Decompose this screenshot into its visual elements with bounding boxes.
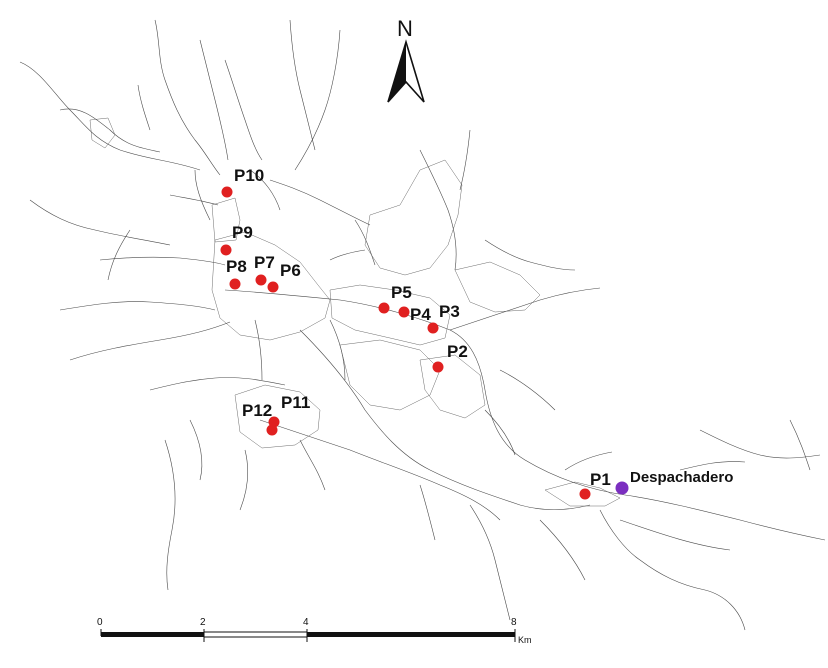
point-p5-marker [378, 302, 390, 314]
point-p12-marker [266, 424, 278, 436]
road-network [19, 19, 826, 631]
point-p9-label: P9 [232, 223, 253, 242]
scale-tick-4: 4 [303, 617, 309, 628]
point-p6-label: P6 [280, 261, 301, 280]
point-p10-marker [221, 186, 233, 198]
north-arrow-label: N [397, 16, 413, 41]
north-arrow: N [387, 16, 425, 103]
point-p4-marker [398, 306, 410, 318]
point-p7-label: P7 [254, 253, 275, 272]
scale-unit: Km [518, 635, 532, 645]
scale-tick-0: 0 [97, 617, 103, 628]
point-labels: P1 P2 P3 P4 P5 P6 P7 P8 P9 P10 P11 P12 D… [226, 166, 733, 489]
scale-bar-segment-3 [307, 632, 515, 637]
point-p11-label: P11 [281, 393, 310, 412]
point-p12-label: P12 [242, 401, 272, 420]
despachadero-label: Despachadero [630, 469, 733, 486]
point-p1-label: P1 [590, 470, 611, 489]
despachadero-marker [615, 481, 629, 495]
scale-bar-segment-2 [203, 631, 308, 638]
point-p2-marker [432, 361, 444, 373]
point-p2-label: P2 [447, 342, 468, 361]
scale-tick-8: 8 [511, 617, 517, 628]
point-p4-label: P4 [410, 305, 431, 324]
point-p8-label: P8 [226, 257, 247, 276]
point-p6-marker [267, 281, 279, 293]
point-p3-label: P3 [439, 302, 460, 321]
scale-bar: 0 2 4 8 Km [97, 617, 532, 645]
point-p1-marker [579, 488, 591, 500]
point-p9-marker [220, 244, 232, 256]
scale-bar-segment-1 [101, 632, 204, 637]
point-p5-label: P5 [391, 283, 412, 302]
point-p10-label: P10 [234, 166, 264, 185]
scale-tick-2: 2 [200, 617, 206, 628]
point-p3-marker [427, 322, 439, 334]
point-p8-marker [229, 278, 241, 290]
urban-grids [89, 117, 621, 507]
point-p7-marker [255, 274, 267, 286]
sampling-points [220, 186, 629, 500]
